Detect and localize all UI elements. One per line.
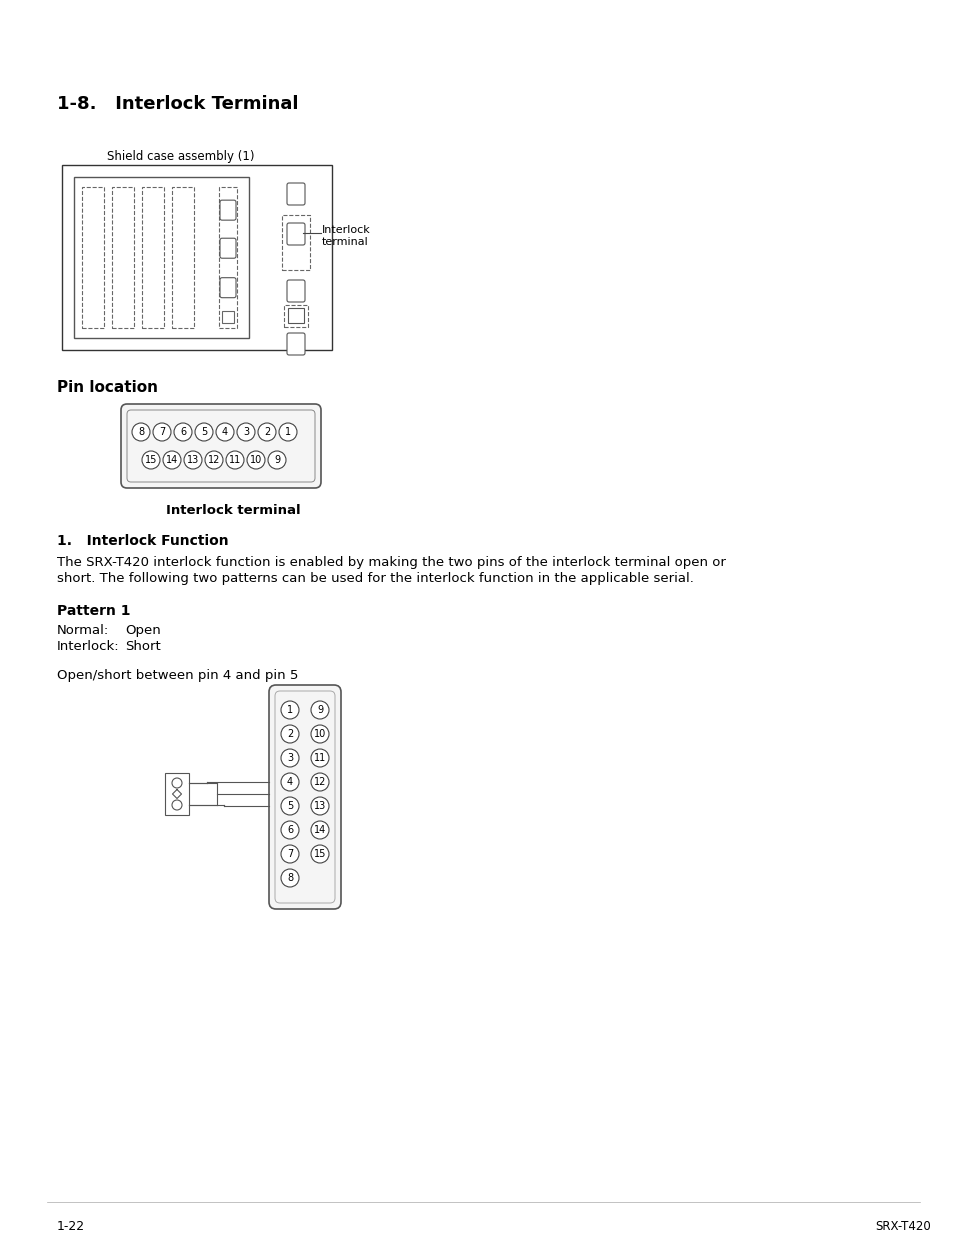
Text: 9: 9 bbox=[274, 455, 280, 465]
Text: Pattern 1: Pattern 1 bbox=[57, 604, 131, 618]
Text: Open/short between pin 4 and pin 5: Open/short between pin 4 and pin 5 bbox=[57, 669, 298, 682]
Circle shape bbox=[281, 773, 298, 791]
Bar bbox=[74, 177, 249, 338]
Circle shape bbox=[311, 725, 329, 743]
FancyBboxPatch shape bbox=[287, 280, 305, 302]
Circle shape bbox=[311, 750, 329, 767]
Bar bbox=[142, 186, 164, 328]
Circle shape bbox=[257, 423, 275, 441]
Text: Shield case assembly (1): Shield case assembly (1) bbox=[107, 150, 254, 163]
Text: 13: 13 bbox=[314, 800, 326, 810]
Text: Interlock:: Interlock: bbox=[57, 640, 119, 653]
FancyBboxPatch shape bbox=[220, 200, 235, 220]
Text: 1.   Interlock Function: 1. Interlock Function bbox=[57, 534, 229, 548]
Circle shape bbox=[278, 423, 296, 441]
Bar bbox=[62, 165, 332, 351]
Text: SRX-T420: SRX-T420 bbox=[874, 1219, 930, 1233]
FancyBboxPatch shape bbox=[121, 404, 320, 488]
Text: 1-22: 1-22 bbox=[57, 1219, 85, 1233]
Circle shape bbox=[268, 451, 286, 469]
Circle shape bbox=[311, 845, 329, 863]
Circle shape bbox=[281, 701, 298, 718]
Circle shape bbox=[281, 820, 298, 839]
Text: 5: 5 bbox=[287, 800, 293, 810]
Bar bbox=[112, 186, 133, 328]
Text: Interlock terminal: Interlock terminal bbox=[166, 503, 300, 517]
Text: Interlock
terminal: Interlock terminal bbox=[322, 225, 371, 246]
Circle shape bbox=[194, 423, 213, 441]
Text: 15: 15 bbox=[314, 849, 326, 859]
Text: Normal:: Normal: bbox=[57, 624, 110, 636]
Circle shape bbox=[281, 845, 298, 863]
Text: Open: Open bbox=[125, 624, 161, 636]
Text: Pin location: Pin location bbox=[57, 380, 158, 395]
Text: 1: 1 bbox=[285, 428, 291, 438]
Text: 2: 2 bbox=[287, 728, 293, 740]
Bar bbox=[282, 215, 310, 270]
FancyBboxPatch shape bbox=[269, 685, 340, 909]
Circle shape bbox=[173, 423, 192, 441]
Text: 15: 15 bbox=[145, 455, 157, 465]
FancyBboxPatch shape bbox=[287, 222, 305, 245]
Circle shape bbox=[236, 423, 254, 441]
Text: The SRX-T420 interlock function is enabled by making the two pins of the interlo: The SRX-T420 interlock function is enabl… bbox=[57, 556, 725, 569]
Text: 14: 14 bbox=[166, 455, 178, 465]
Text: short. The following two patterns can be used for the interlock function in the : short. The following two patterns can be… bbox=[57, 572, 693, 585]
FancyBboxPatch shape bbox=[220, 277, 235, 298]
Text: 14: 14 bbox=[314, 825, 326, 835]
Circle shape bbox=[311, 701, 329, 718]
FancyBboxPatch shape bbox=[287, 183, 305, 205]
Bar bbox=[82, 186, 104, 328]
Circle shape bbox=[152, 423, 171, 441]
Bar bbox=[172, 186, 193, 328]
Text: 5: 5 bbox=[201, 428, 207, 438]
Text: 8: 8 bbox=[287, 873, 293, 883]
Circle shape bbox=[247, 451, 265, 469]
Text: 1: 1 bbox=[287, 705, 293, 715]
Circle shape bbox=[163, 451, 181, 469]
Text: 7: 7 bbox=[159, 428, 165, 438]
Text: Short: Short bbox=[125, 640, 161, 653]
Bar bbox=[288, 308, 304, 323]
Text: 12: 12 bbox=[314, 777, 326, 787]
Circle shape bbox=[215, 423, 233, 441]
Circle shape bbox=[205, 451, 223, 469]
Text: 9: 9 bbox=[316, 705, 323, 715]
Bar bbox=[165, 773, 189, 815]
Text: 6: 6 bbox=[287, 825, 293, 835]
Text: 4: 4 bbox=[222, 428, 228, 438]
Text: 3: 3 bbox=[287, 753, 293, 763]
Circle shape bbox=[132, 423, 150, 441]
Text: 11: 11 bbox=[314, 753, 326, 763]
FancyBboxPatch shape bbox=[287, 333, 305, 355]
Circle shape bbox=[311, 820, 329, 839]
Circle shape bbox=[281, 869, 298, 888]
Circle shape bbox=[281, 725, 298, 743]
Text: 10: 10 bbox=[314, 728, 326, 740]
Circle shape bbox=[142, 451, 160, 469]
Text: 1-8.   Interlock Terminal: 1-8. Interlock Terminal bbox=[57, 94, 298, 113]
Text: 3: 3 bbox=[243, 428, 249, 438]
Circle shape bbox=[172, 800, 182, 810]
Bar bbox=[219, 186, 236, 328]
Circle shape bbox=[311, 773, 329, 791]
Text: 11: 11 bbox=[229, 455, 241, 465]
Text: 12: 12 bbox=[208, 455, 220, 465]
Text: 10: 10 bbox=[250, 455, 262, 465]
Text: 7: 7 bbox=[287, 849, 293, 859]
Circle shape bbox=[281, 797, 298, 815]
Bar bbox=[222, 311, 233, 323]
Circle shape bbox=[226, 451, 244, 469]
Circle shape bbox=[172, 778, 182, 788]
Text: 8: 8 bbox=[138, 428, 144, 438]
Circle shape bbox=[311, 797, 329, 815]
Text: 13: 13 bbox=[187, 455, 199, 465]
Text: 6: 6 bbox=[180, 428, 186, 438]
FancyBboxPatch shape bbox=[220, 239, 235, 259]
Bar bbox=[284, 305, 308, 327]
Text: 2: 2 bbox=[264, 428, 270, 438]
Circle shape bbox=[184, 451, 202, 469]
Text: 4: 4 bbox=[287, 777, 293, 787]
Circle shape bbox=[281, 750, 298, 767]
